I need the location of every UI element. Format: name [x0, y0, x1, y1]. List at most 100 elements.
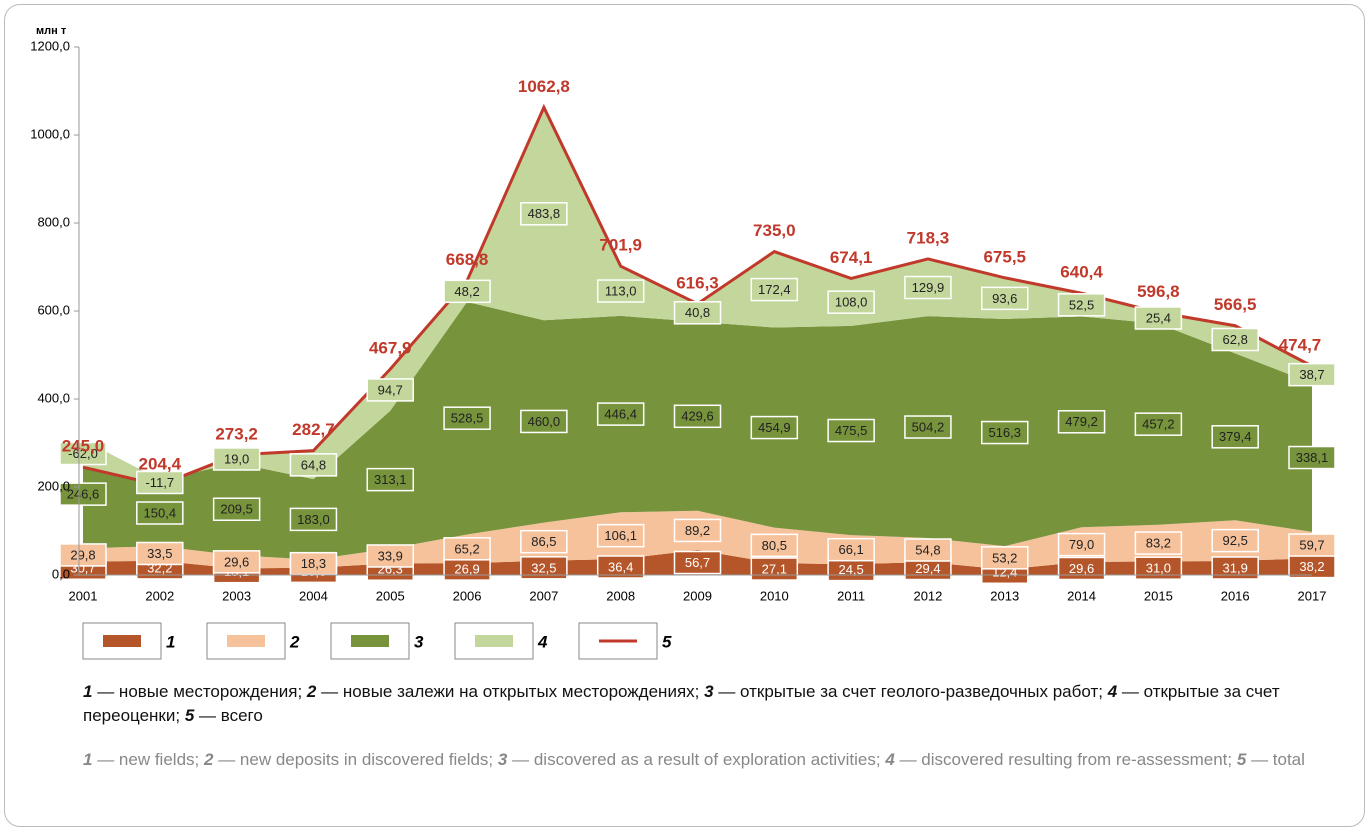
- segment-label: 19,0: [224, 451, 249, 466]
- caption-text: — всего: [199, 706, 263, 725]
- segment-label: 504,2: [912, 419, 945, 434]
- segment-label-box: [981, 420, 1029, 445]
- segment-label: 29,6: [1069, 561, 1094, 576]
- segment-label-box: [1288, 445, 1336, 470]
- segment-label-box: [212, 497, 261, 521]
- segment-label-box: [443, 406, 491, 430]
- area-3: [83, 301, 1312, 560]
- x-tick-label: 2007: [529, 588, 558, 603]
- segment-label-box: [520, 409, 568, 434]
- x-tick-label: 2005: [376, 588, 405, 603]
- segment-label: 62,8: [1223, 332, 1248, 347]
- segment-label-box: [904, 538, 952, 562]
- caption-key: 4: [1107, 682, 1118, 701]
- segment-label-box: [520, 556, 568, 580]
- x-tick-label: 2011: [837, 588, 865, 603]
- caption-text: — открытые за счет геолого-разведочных р…: [718, 682, 1103, 701]
- segment-label-box: [1134, 412, 1183, 436]
- segment-label-box: [750, 533, 799, 558]
- segment-label: 32,5: [531, 560, 556, 575]
- caption-text: — новые залежи на открытых месторождения…: [321, 682, 700, 701]
- y-tick-label: 200,0: [37, 478, 70, 493]
- segment-label-box: [827, 537, 875, 562]
- segment-label-box: [289, 453, 338, 477]
- segment-label-box: [289, 507, 338, 532]
- segment-label: 26,9: [454, 562, 479, 577]
- segment-label: 56,7: [685, 555, 710, 570]
- total-label: 245,0: [62, 437, 105, 456]
- segment-label-box: [520, 202, 568, 226]
- segment-label-box: [596, 402, 645, 426]
- legend-swatch: [227, 635, 265, 647]
- segment-label: 172,4: [758, 282, 791, 297]
- total-label: 718,3: [907, 228, 950, 247]
- segment-label-box: [673, 404, 722, 429]
- segment-label-box: [1057, 410, 1106, 434]
- y-tick-label: 0,0: [52, 566, 70, 581]
- y-tick-label: 600,0: [37, 302, 70, 317]
- y-tick-label: 1000,0: [30, 126, 70, 141]
- caption-key: 3: [497, 750, 508, 769]
- segment-label-box: [1134, 306, 1183, 330]
- legend-label: 1: [166, 632, 175, 651]
- y-tick-label: 1200,0: [30, 38, 70, 53]
- segment-label-box: [366, 544, 414, 568]
- segment-label: 94,7: [378, 382, 403, 397]
- caption-key: 4: [885, 750, 895, 769]
- segment-label-box: [596, 523, 645, 548]
- total-label: 701,9: [599, 236, 642, 255]
- segment-label: 379,4: [1219, 429, 1252, 444]
- segment-label: 313,1: [374, 472, 407, 487]
- segment-label: 64,8: [301, 457, 326, 472]
- segment-label: 86,5: [531, 534, 556, 549]
- segment-label: 80,5: [762, 538, 787, 553]
- caption-key: 5: [1236, 750, 1247, 769]
- segment-label-box: [981, 546, 1029, 570]
- caption-text: — new fields;: [97, 750, 200, 769]
- segment-label: 113,0: [605, 283, 637, 298]
- caption-key: 2: [306, 682, 317, 701]
- legend-swatch: [103, 635, 141, 647]
- x-tick-label: 2004: [299, 588, 328, 603]
- segment-label: 454,9: [758, 420, 791, 435]
- segment-label-box: [981, 286, 1029, 311]
- segment-label: 516,3: [988, 425, 1021, 440]
- segment-label-box: [136, 541, 184, 566]
- segment-label-box: [904, 415, 952, 439]
- caption-key: 5: [184, 706, 195, 725]
- segment-label: 475,5: [835, 423, 868, 438]
- segment-label-box: [212, 447, 261, 471]
- segment-label: 209,5: [220, 502, 253, 517]
- segment-label-box: [136, 501, 184, 525]
- segment-label: 457,2: [1142, 417, 1175, 432]
- segment-label: 29,4: [915, 561, 940, 576]
- total-label: 273,2: [215, 424, 258, 443]
- x-tick-label: 2017: [1298, 588, 1327, 603]
- segment-label: -62,0: [68, 446, 98, 461]
- total-label: 616,3: [676, 273, 719, 292]
- x-tick-label: 2006: [453, 588, 482, 603]
- legend-swatch: [475, 635, 513, 647]
- segment-label: 92,5: [1223, 533, 1248, 548]
- frame: [4, 4, 1365, 827]
- segment-label: 38,2: [1299, 559, 1324, 574]
- legend-label: 2: [289, 632, 300, 651]
- total-label: 668,8: [446, 250, 489, 269]
- segment-label: 52,5: [1069, 297, 1094, 312]
- total-label: 1062,8: [518, 77, 570, 96]
- areas: [83, 107, 1312, 575]
- segment-label: 89,2: [685, 523, 710, 538]
- total-label: 675,5: [983, 247, 1026, 266]
- segment-label-box: [1057, 556, 1106, 581]
- segment-label-box: [1134, 556, 1183, 580]
- total-label: 596,8: [1137, 282, 1180, 301]
- segment-label: 27,1: [762, 561, 787, 576]
- segment-label: 36,4: [608, 559, 633, 574]
- segment-label-box: [366, 378, 414, 402]
- total-label: 674,1: [830, 248, 873, 267]
- segment-label-box: [673, 550, 722, 575]
- caption-text: — discovered resulting from re-assessmen…: [899, 750, 1233, 769]
- segment-label-box: [443, 537, 491, 561]
- segment-label-box: [59, 543, 107, 567]
